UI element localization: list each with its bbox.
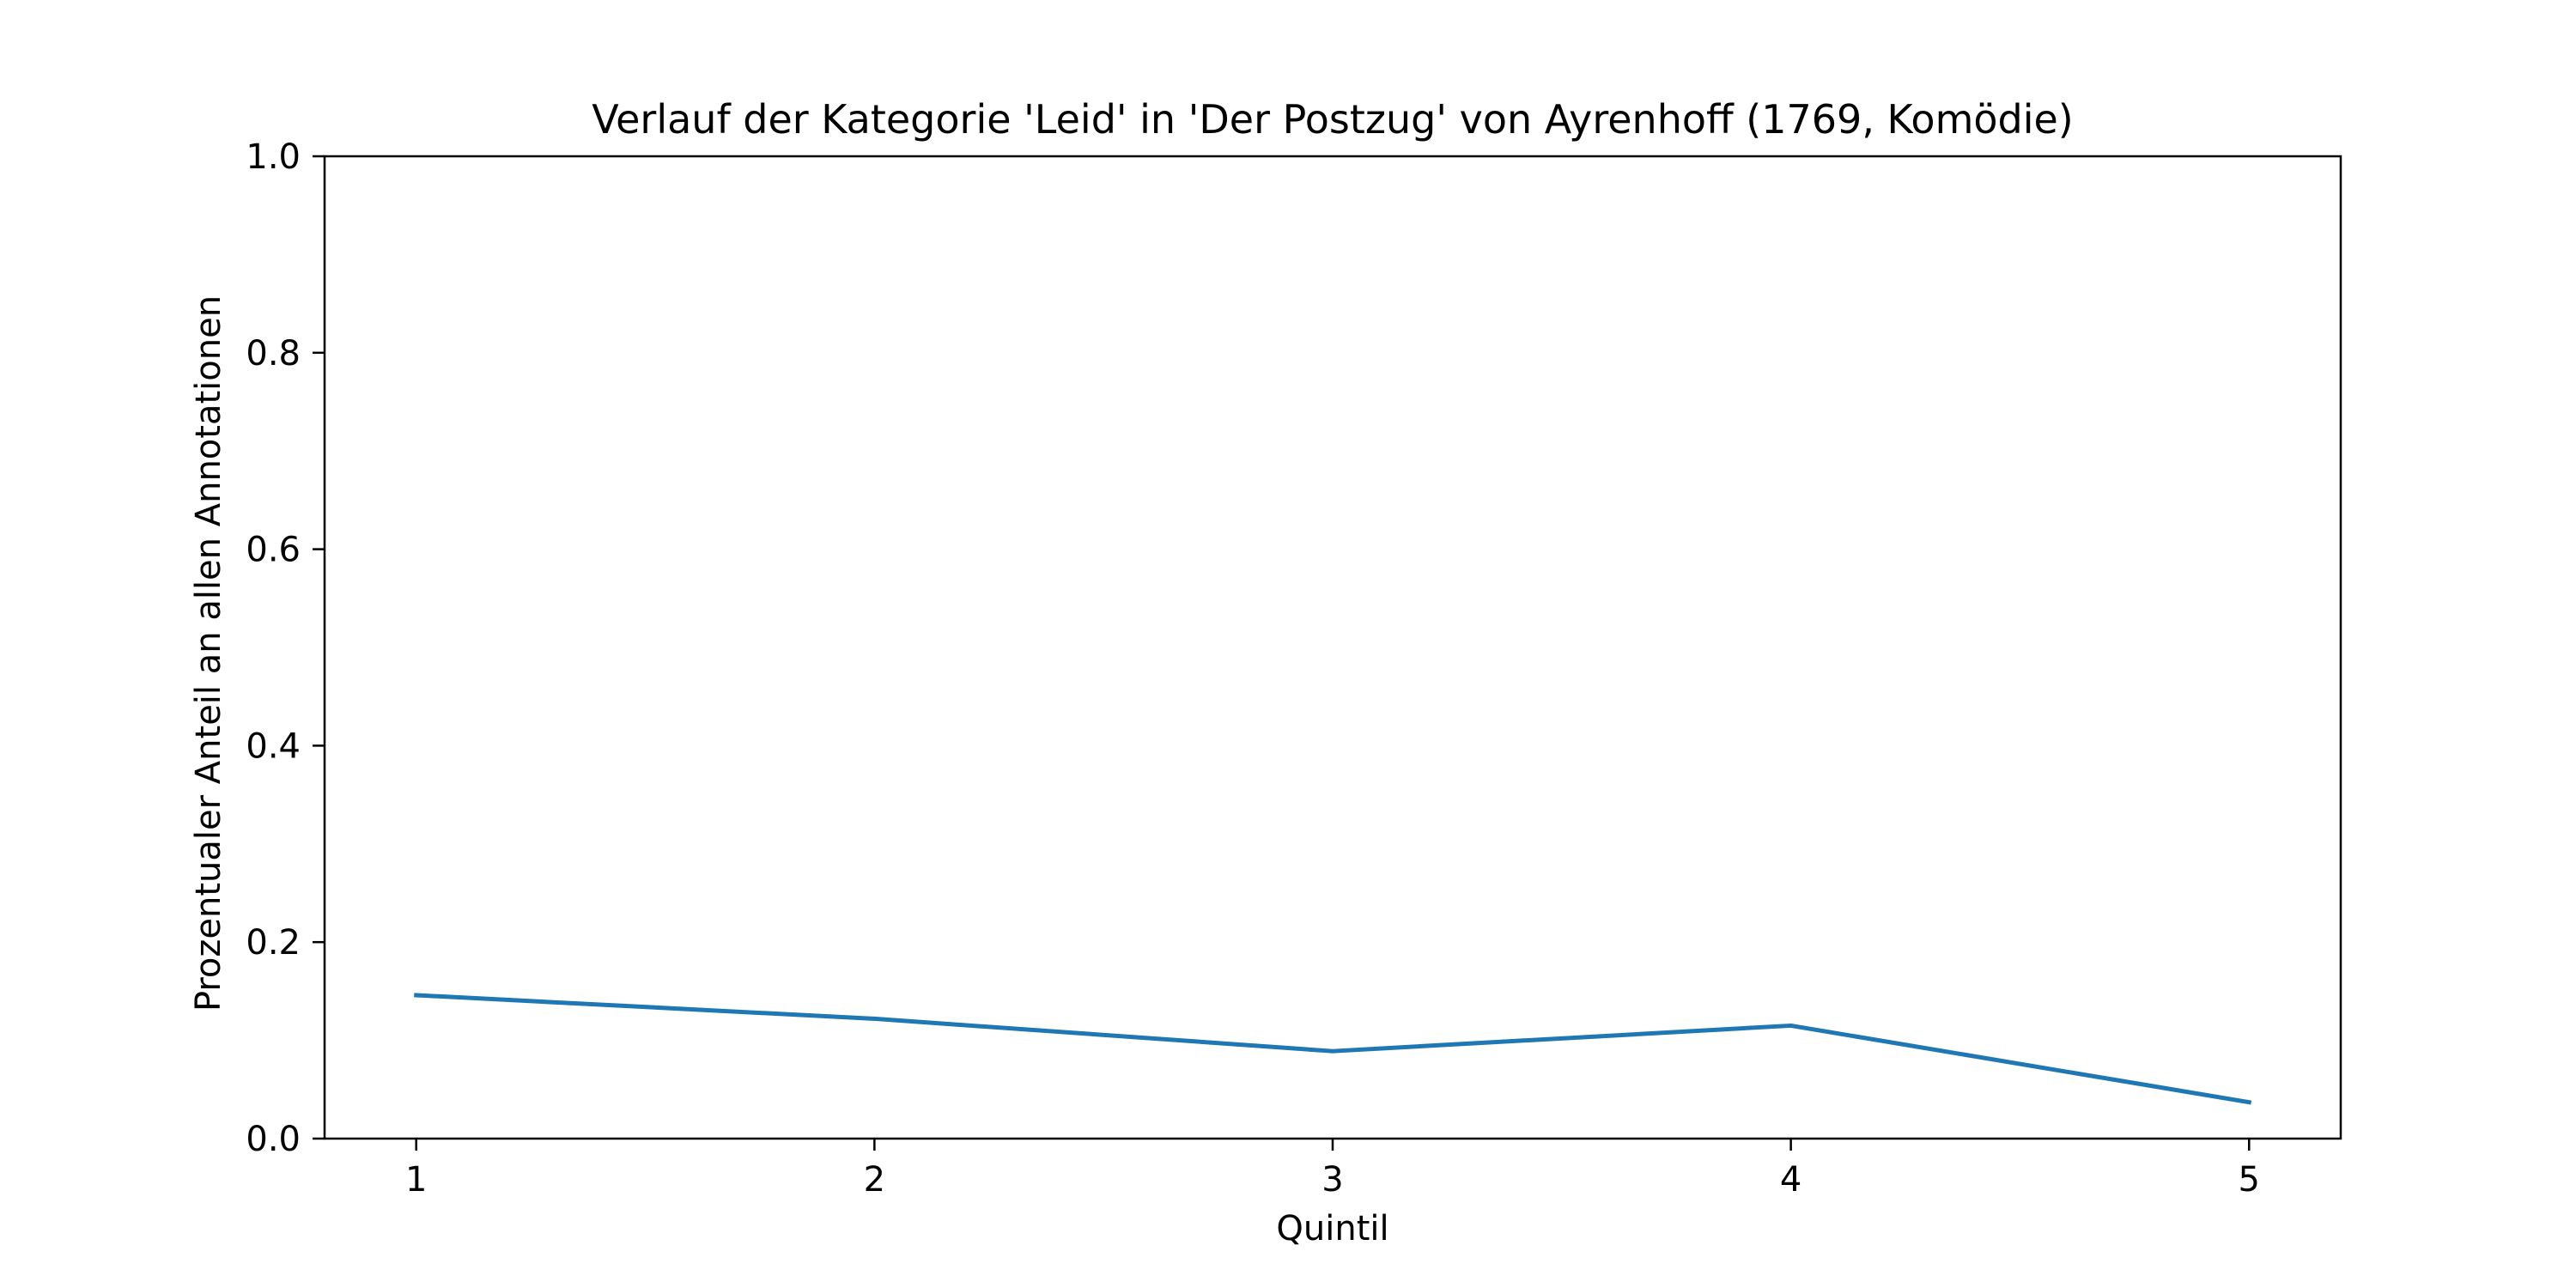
data-point-0-0 bbox=[415, 993, 417, 996]
plot-area: 0.0 0.2 0.4 0.6 0.8 1.0 1 2 3 4 5 bbox=[246, 137, 2342, 1200]
x-axis-label: Quintil bbox=[1276, 1209, 1388, 1249]
x-tick-label-0: 1 bbox=[405, 1160, 427, 1200]
data-point-0-2 bbox=[1332, 1050, 1334, 1053]
y-tick-label-0: 0.0 bbox=[246, 1120, 301, 1159]
y-tick-label-1: 0.2 bbox=[246, 923, 301, 963]
series-line-0 bbox=[414, 993, 2252, 1105]
x-tick-label-2: 3 bbox=[1321, 1160, 1343, 1200]
data-point-0-1 bbox=[873, 1018, 876, 1020]
x-tick-label-3: 4 bbox=[1780, 1160, 1801, 1200]
y-axis-label: Prozentualer Anteil an allen Annotatione… bbox=[189, 295, 228, 1012]
x-tick-label-1: 2 bbox=[864, 1160, 885, 1200]
x-tick-label-4: 5 bbox=[2239, 1160, 2260, 1200]
y-tick-label-2: 0.4 bbox=[246, 726, 301, 766]
y-tick-label-4: 0.8 bbox=[246, 334, 301, 374]
y-tick-label-3: 0.6 bbox=[246, 531, 301, 570]
data-point-0-3 bbox=[1789, 1024, 1792, 1027]
y-tick-label-5: 1.0 bbox=[246, 137, 301, 177]
data-point-0-4 bbox=[2248, 1101, 2251, 1103]
plot-frame bbox=[323, 155, 2342, 1140]
chart-title: Verlauf der Kategorie 'Leid' in 'Der Pos… bbox=[592, 96, 2074, 143]
